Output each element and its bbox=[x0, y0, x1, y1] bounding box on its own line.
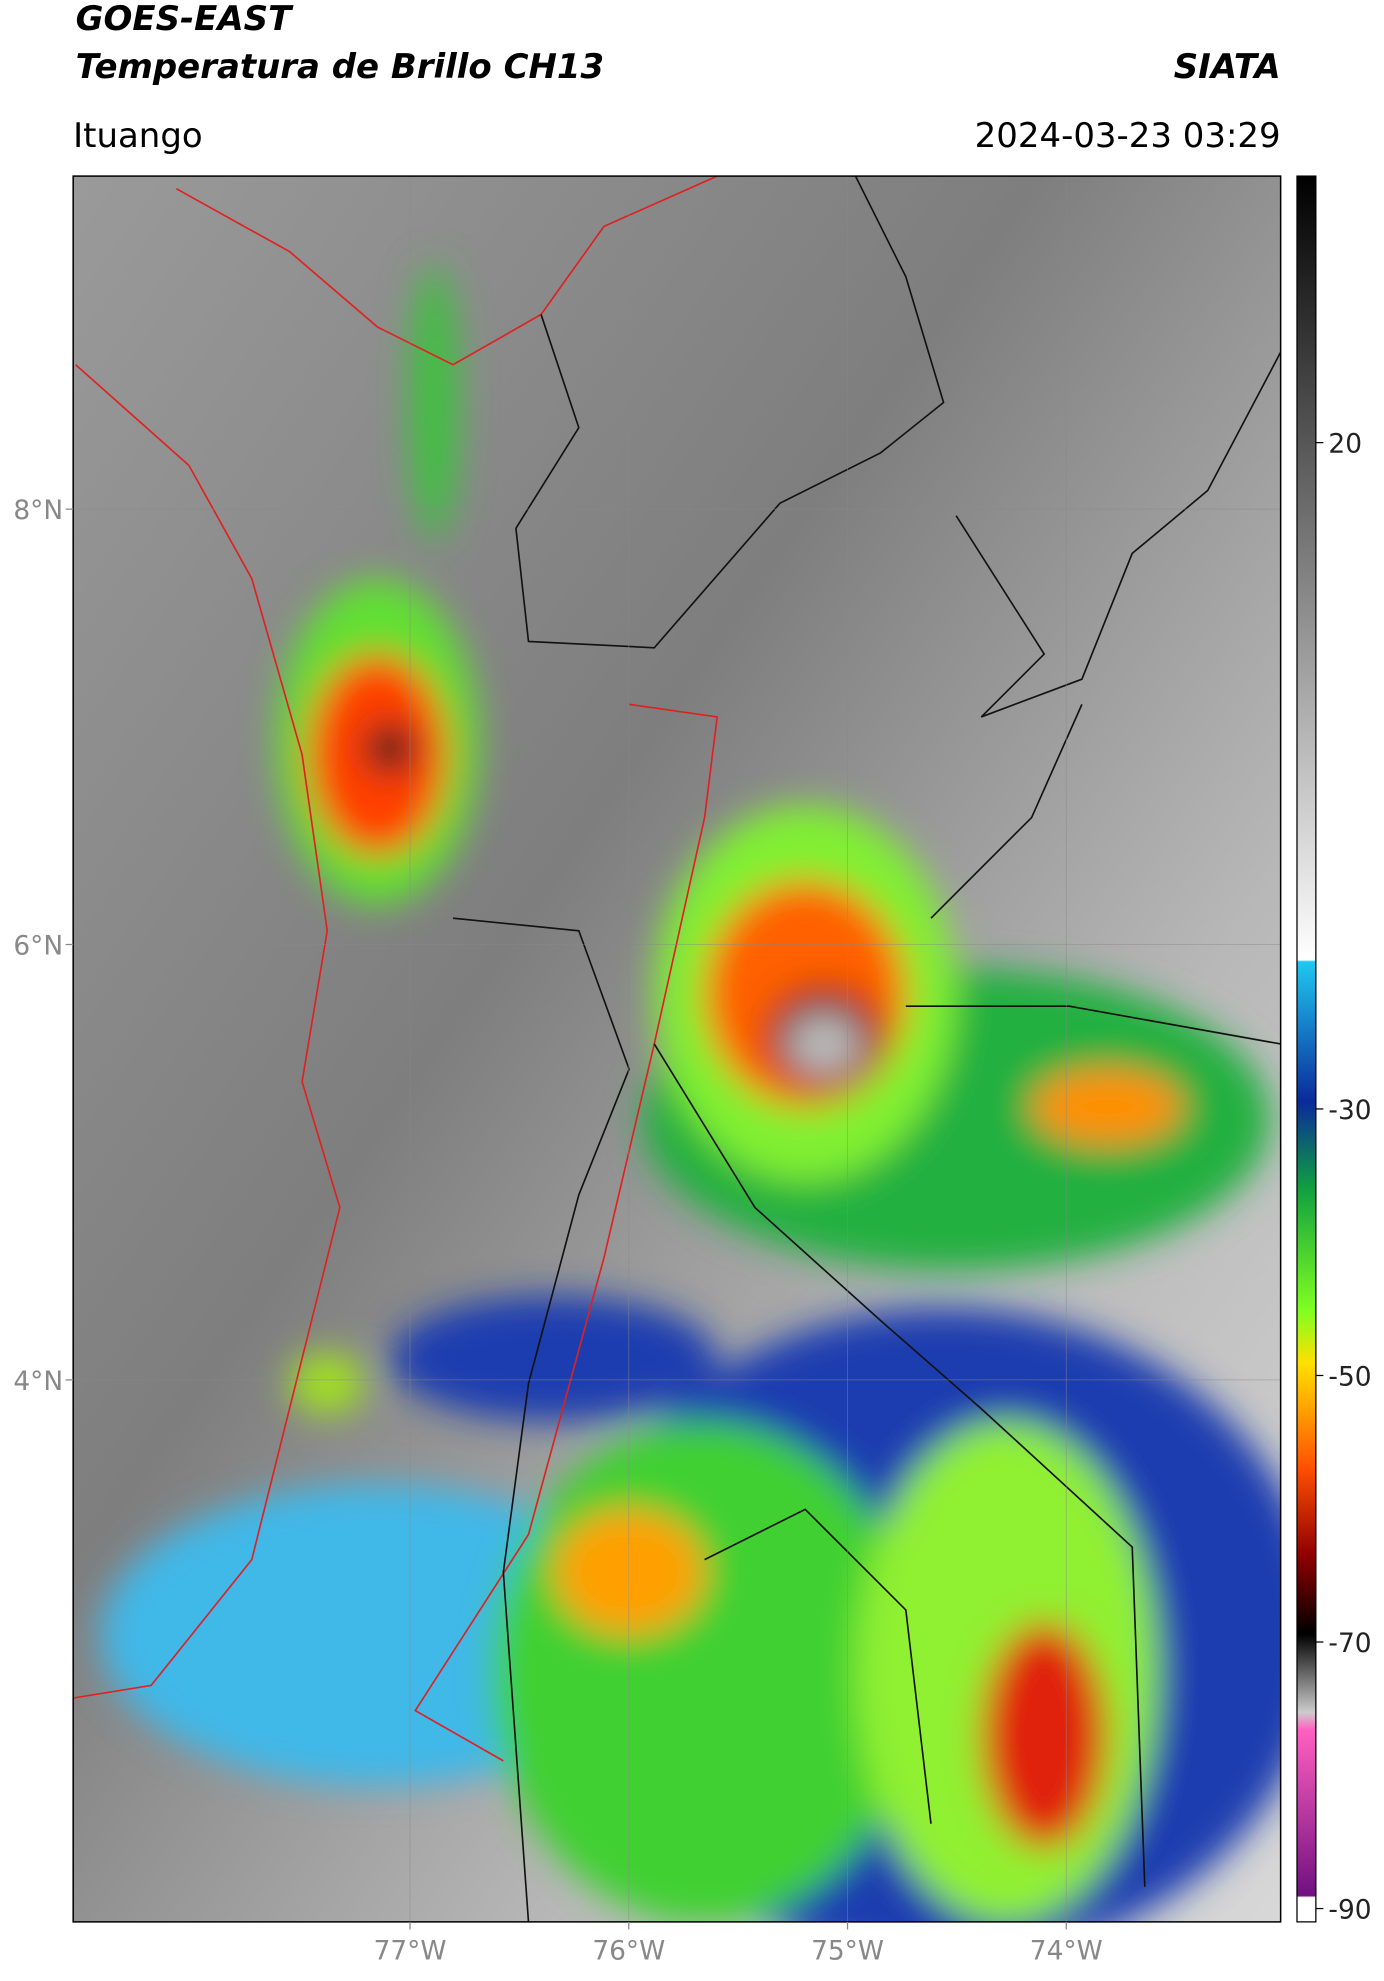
subtitle: Temperatura de Brillo CH13 bbox=[76, 47, 604, 87]
colorbar bbox=[1296, 175, 1317, 1923]
y-tick-label: 4°N bbox=[13, 1366, 63, 1397]
map-frame bbox=[72, 175, 1282, 1923]
x-tick-label: 74°W bbox=[1030, 1936, 1103, 1967]
grid bbox=[73, 176, 1281, 1922]
x-tick-label: 76°W bbox=[592, 1936, 665, 1967]
colorbar-tick-label: -30 bbox=[1328, 1095, 1371, 1126]
location: Ituango bbox=[73, 116, 203, 156]
x-tick-label: 75°W bbox=[811, 1936, 884, 1967]
colorbar-tick-label: 20 bbox=[1328, 429, 1362, 460]
y-tick-label: 8°N bbox=[13, 495, 63, 526]
y-tick-label: 6°N bbox=[13, 931, 63, 962]
satellite-image bbox=[73, 176, 1281, 1922]
colorbar-tick-label: -70 bbox=[1328, 1628, 1371, 1659]
colorbar-tick-label: -90 bbox=[1328, 1895, 1371, 1926]
title: GOES-EAST bbox=[76, 0, 294, 39]
datetime: 2024-03-23 03:29 bbox=[975, 116, 1281, 156]
source: SIATA bbox=[1174, 47, 1281, 87]
colorbar-tick-label: -50 bbox=[1328, 1362, 1371, 1393]
x-tick-label: 77°W bbox=[374, 1936, 447, 1967]
